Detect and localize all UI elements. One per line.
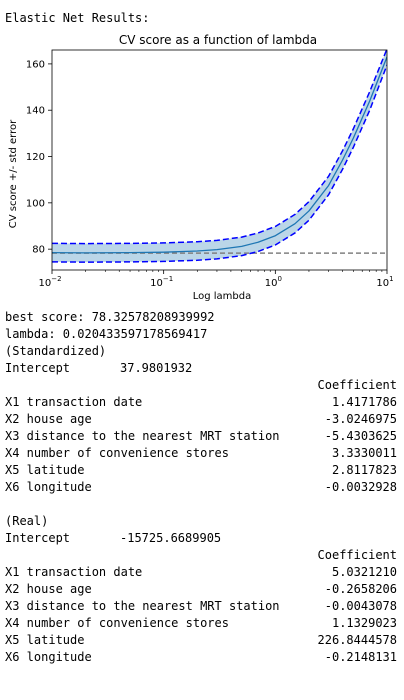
real-intercept-label: Intercept <box>5 531 71 545</box>
coef-value: 1.4171786 <box>331 395 397 409</box>
table-row: X5 latitude 226.8444578 <box>5 632 397 649</box>
coef-value: -5.4303625 <box>324 429 397 443</box>
coef-value: 226.8444578 <box>317 633 397 647</box>
coef-name: X1 transaction date <box>5 395 143 409</box>
coef-value: 1.1329023 <box>331 616 397 630</box>
chart-title: CV score as a function of lambda <box>119 33 317 47</box>
real-label: (Real) <box>5 514 49 528</box>
y-tick-label: 80 <box>32 245 45 256</box>
chart-xlabel: Log lambda <box>193 291 252 302</box>
coef-name: X3 distance to the nearest MRT station <box>5 599 280 613</box>
coef-name: X4 number of convenience stores <box>5 446 229 460</box>
coef-value: -0.2658206 <box>324 582 397 596</box>
coef-value: -0.0032928 <box>324 480 397 494</box>
coef-name: X5 latitude <box>5 633 85 647</box>
coef-name: X3 distance to the nearest MRT station <box>5 429 280 443</box>
coef-name: X6 longitude <box>5 650 92 664</box>
plot-area <box>52 50 387 263</box>
real-intercept-value: -15725.6689905 <box>120 531 222 545</box>
coef-value: -3.0246975 <box>324 412 397 426</box>
coef-name: X4 number of convenience stores <box>5 616 229 630</box>
lambda-text: lambda: 0.020433597178569417 <box>5 327 208 341</box>
table-row: X6 longitude -0.0032928 <box>5 479 397 496</box>
coef-name: X2 house age <box>5 582 92 596</box>
table-row: X1 transaction date 1.4171786 <box>5 394 397 411</box>
x-tick-label: 101 <box>376 275 393 289</box>
coef-value: -0.2148131 <box>324 650 397 664</box>
table-row: X1 transaction date 5.0321210 <box>5 564 397 581</box>
table-row: X5 latitude 2.8117823 <box>5 462 397 479</box>
coef-name: X6 longitude <box>5 480 92 494</box>
coef-value: 5.0321210 <box>331 565 397 579</box>
coef-name: X2 house age <box>5 412 92 426</box>
y-tick-label: 160 <box>26 59 45 70</box>
table-row: X3 distance to the nearest MRT station -… <box>5 598 397 615</box>
cv-score-chart: CV score as a function of lambda 10−2 10−… <box>8 33 394 302</box>
y-tick-label: 120 <box>26 152 45 163</box>
x-tick-label: 100 <box>265 275 282 289</box>
standardized-intercept-value: 37.9801932 <box>120 361 193 375</box>
mean-cv-line <box>52 56 387 254</box>
coef-value: -0.0043078 <box>324 599 397 613</box>
table-row: X4 number of convenience stores 3.333001… <box>5 445 397 462</box>
std-error-band <box>52 50 387 263</box>
upper-bound-line <box>52 50 387 245</box>
table-row: X6 longitude -0.2148131 <box>5 649 397 666</box>
coef-name: X1 transaction date <box>5 565 143 579</box>
output-heading: Elastic Net Results: <box>5 11 150 25</box>
lower-bound-line <box>52 64 387 263</box>
y-tick-label: 100 <box>26 198 45 209</box>
standardized-column-header: Coefficient <box>317 378 397 392</box>
standardized-label: (Standardized) <box>5 344 107 358</box>
x-tick-label: 10−1 <box>150 275 173 289</box>
y-tick-label: 140 <box>26 106 45 117</box>
standardized-intercept-label: Intercept <box>5 361 71 375</box>
coef-value: 3.3330011 <box>331 446 397 460</box>
table-row: X3 distance to the nearest MRT station -… <box>5 428 397 445</box>
plot-frame <box>51 49 388 271</box>
real-column-header: Coefficient <box>317 548 397 562</box>
coef-name: X5 latitude <box>5 463 85 477</box>
table-row: X2 house age -3.0246975 <box>5 411 397 428</box>
coef-value: 2.8117823 <box>331 463 397 477</box>
best-score-text: best score: 78.32578208939992 <box>5 310 215 324</box>
table-row: X2 house age -0.2658206 <box>5 581 397 598</box>
chart-ylabel: CV score +/- std error <box>8 119 19 228</box>
x-tick-label: 10−2 <box>38 275 61 289</box>
table-row: X4 number of convenience stores 1.132902… <box>5 615 397 632</box>
